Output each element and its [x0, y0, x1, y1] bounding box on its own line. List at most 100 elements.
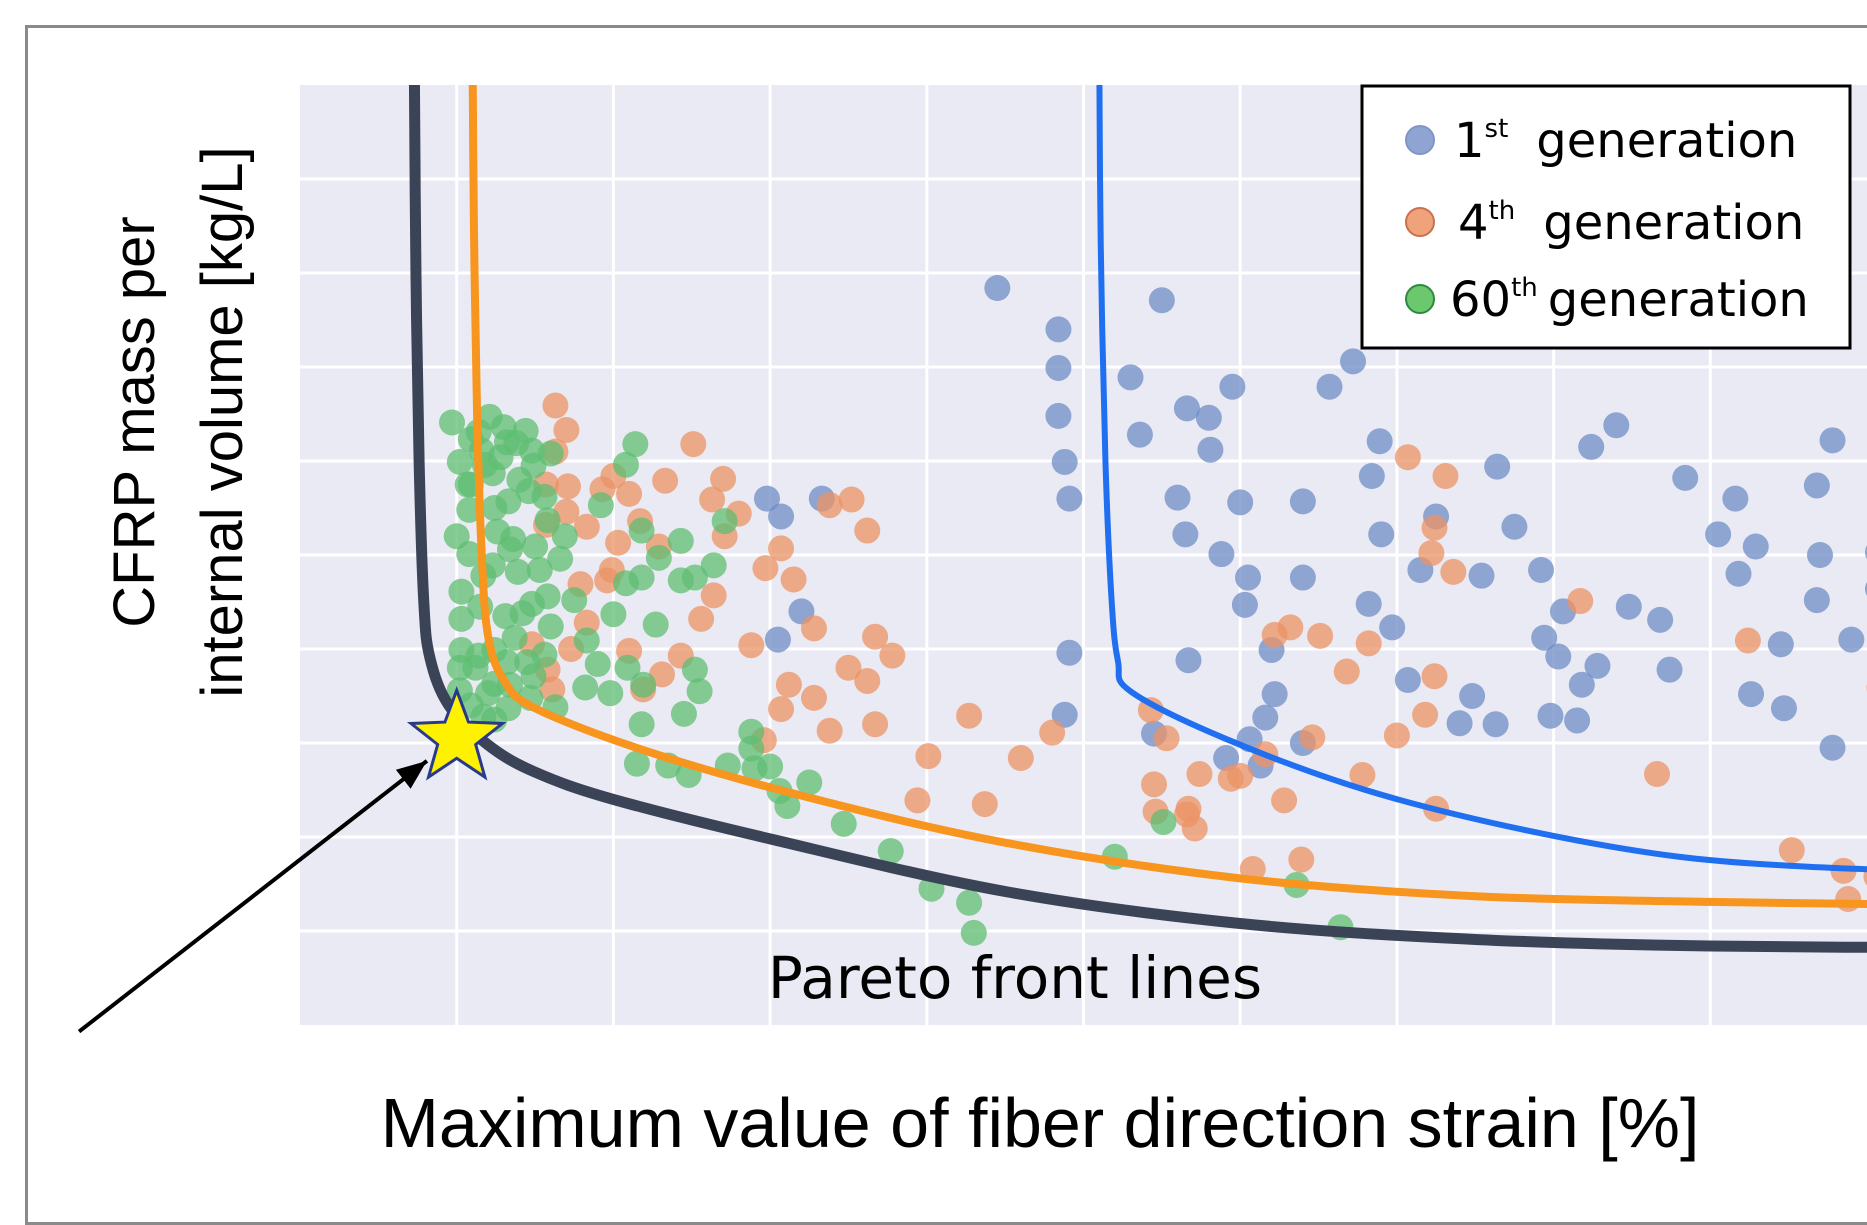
scatter-point-gen4 [738, 632, 764, 658]
scatter-point-gen60 [600, 601, 626, 627]
scatter-point-gen1 [1045, 403, 1071, 429]
scatter-point-gen60 [561, 587, 587, 613]
x-axis-title: Maximum value of fiber direction strain … [381, 1084, 1700, 1162]
scatter-point-gen60 [757, 754, 783, 780]
scatter-point-gen60 [597, 680, 623, 706]
scatter-point-gen1 [1657, 657, 1683, 683]
scatter-point-gen4 [701, 582, 727, 608]
scatter-point-gen1 [1804, 472, 1830, 498]
scatter-point-gen1 [1820, 427, 1846, 453]
scatter-point-gen1 [1219, 374, 1245, 400]
scatter-point-gen1 [1838, 627, 1864, 653]
scatter-point-gen1 [768, 503, 794, 529]
scatter-point-gen4 [904, 787, 930, 813]
scatter-point-gen60 [502, 625, 528, 651]
scatter-point-gen4 [781, 566, 807, 592]
scatter-point-gen60 [629, 565, 655, 591]
scatter-point-gen1 [1056, 640, 1082, 666]
scatter-point-gen1 [1528, 557, 1554, 583]
scatter-point-gen1 [1165, 485, 1191, 511]
scatter-point-gen4 [817, 492, 843, 518]
scatter-point-gen60 [448, 579, 474, 605]
scatter-point-gen4 [1307, 623, 1333, 649]
scatter-point-gen1 [1771, 695, 1797, 721]
scatter-point-gen4 [915, 743, 941, 769]
scatter-point-gen60 [520, 663, 546, 689]
scatter-point-gen1 [1743, 534, 1769, 560]
scatter-point-gen60 [535, 583, 561, 609]
scatter-point-gen4 [1141, 771, 1167, 797]
scatter-point-gen4 [688, 606, 714, 632]
scatter-point-gen4 [1412, 702, 1438, 728]
scatter-point-gen60 [629, 518, 655, 544]
scatter-point-gen1 [1056, 486, 1082, 512]
scatter-point-gen1 [1052, 449, 1078, 475]
scatter-point-gen4 [817, 718, 843, 744]
scatter-point-gen4 [1262, 622, 1288, 648]
scatter-point-gen1 [1807, 542, 1833, 568]
scatter-point-gen60 [448, 606, 474, 632]
scatter-point-gen4 [1440, 559, 1466, 585]
scatter-point-gen1 [1367, 428, 1393, 454]
scatter-point-gen60 [961, 920, 987, 946]
scatter-point-gen60 [588, 492, 614, 518]
scatter-point-gen4 [1395, 444, 1421, 470]
legend-marker-gen60 [1406, 285, 1434, 313]
scatter-point-gen60 [615, 655, 641, 681]
scatter-point-gen1 [1290, 488, 1316, 514]
scatter-point-gen4 [605, 530, 631, 556]
scatter-point-gen1 [1290, 565, 1316, 591]
scatter-point-gen4 [680, 431, 706, 457]
scatter-point-gen60 [447, 449, 473, 475]
scatter-point-gen1 [1208, 541, 1234, 567]
scatter-point-gen60 [531, 484, 557, 510]
scatter-point-gen60 [1150, 809, 1176, 835]
scatter-point-gen60 [503, 430, 529, 456]
scatter-point-gen60 [538, 613, 564, 639]
scatter-point-gen1 [1705, 521, 1731, 547]
scatter-point-gen1 [1232, 592, 1258, 618]
scatter-point-gen1 [1317, 374, 1343, 400]
scatter-point-gen4 [1422, 663, 1448, 689]
scatter-point-gen1 [1545, 644, 1571, 670]
scatter-point-gen1 [1616, 594, 1642, 620]
scatter-point-gen60 [646, 545, 672, 571]
scatter-point-gen1 [1149, 287, 1175, 313]
scatter-point-gen1 [1235, 565, 1261, 591]
scatter-point-gen1 [1118, 364, 1144, 390]
scatter-point-gen4 [1356, 630, 1382, 656]
legend-marker-gen4 [1406, 208, 1434, 236]
scatter-point-gen60 [738, 736, 764, 762]
scatter-point-gen4 [1334, 659, 1360, 685]
scatter-point-gen4 [839, 487, 865, 513]
y-axis-title-line1: CFRP mass per [102, 216, 167, 627]
scatter-point-gen1 [1584, 653, 1610, 679]
scatter-point-gen4 [1644, 761, 1670, 787]
scatter-point-gen1 [1578, 434, 1604, 460]
scatter-point-gen4 [879, 643, 905, 669]
scatter-point-gen4 [555, 473, 581, 499]
scatter-point-gen60 [585, 651, 611, 677]
scatter-point-gen1 [1340, 348, 1366, 374]
scatter-point-gen60 [668, 528, 694, 554]
scatter-point-gen4 [1432, 463, 1458, 489]
scatter-point-gen60 [547, 546, 573, 572]
scatter-point-gen1 [984, 275, 1010, 301]
scatter-point-gen4 [1422, 515, 1448, 541]
annotation-pareto-front-lines: Pareto front lines [768, 944, 1262, 1012]
scatter-point-gen4 [1567, 588, 1593, 614]
scatter-point-gen1 [1501, 514, 1527, 540]
scatter-point-gen4 [1384, 722, 1410, 748]
scatter-point-gen60 [520, 453, 546, 479]
scatter-point-gen1 [1395, 667, 1421, 693]
y-axis-title-line2: internal volume [kg/L] [190, 146, 255, 697]
scatter-point-gen60 [831, 811, 857, 837]
scatter-point-gen1 [1227, 489, 1253, 515]
scatter-point-gen1 [1564, 707, 1590, 733]
scatter-point-gen60 [701, 552, 727, 578]
scatter-point-gen4 [956, 703, 982, 729]
scatter-point-gen4 [854, 668, 880, 694]
